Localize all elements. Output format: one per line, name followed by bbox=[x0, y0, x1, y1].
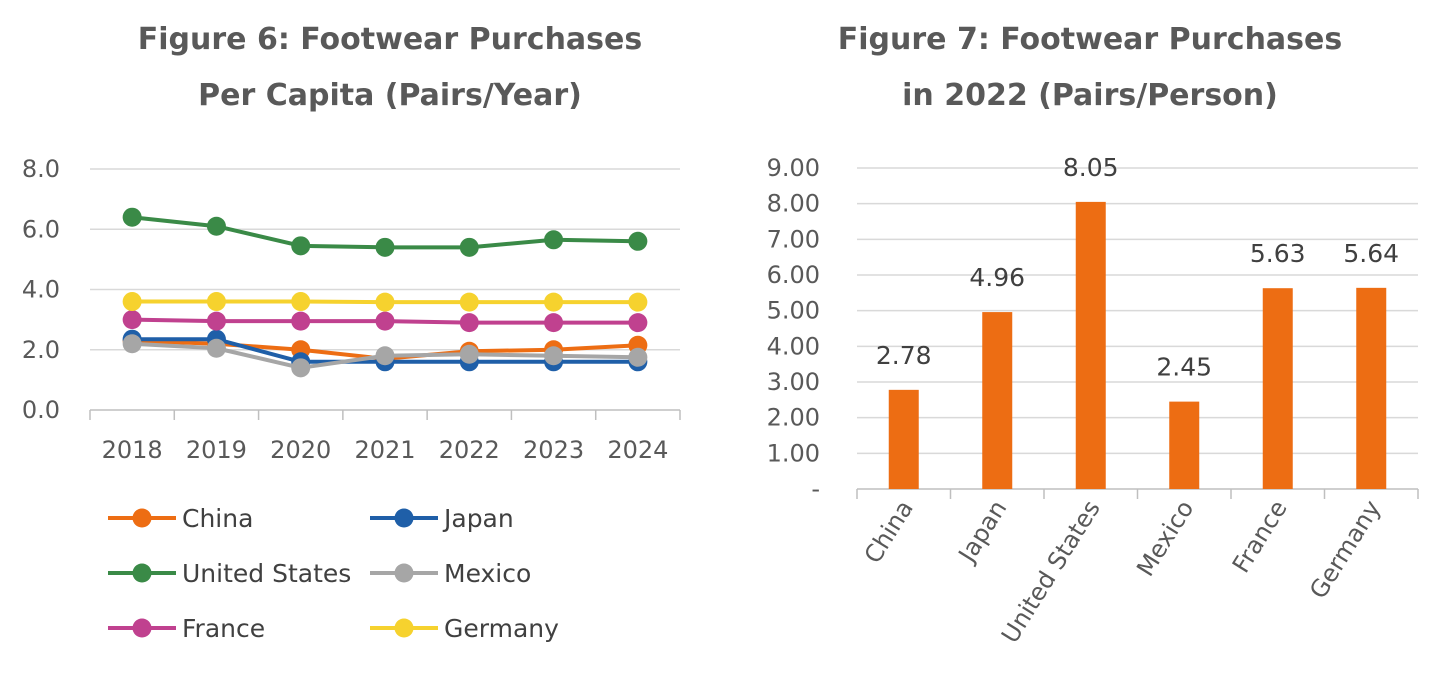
line-chart: 0.0 2.0 4.0 6.0 8.0 2018 2019 2020 2021 2022 2023 2… bbox=[22, 155, 681, 643]
x-tick-label: United States bbox=[996, 495, 1106, 648]
data-label-germany: 5.64 bbox=[1343, 239, 1399, 268]
legend-marker-china bbox=[132, 508, 152, 528]
x-tick-label: Japan bbox=[952, 495, 1012, 568]
data-point-france bbox=[628, 313, 648, 333]
y-tick-label: 2.00 bbox=[767, 404, 820, 432]
y-tick-label: 2.0 bbox=[22, 336, 60, 364]
bar-japan bbox=[982, 312, 1013, 489]
data-point-germany bbox=[375, 292, 395, 312]
data-point-germany bbox=[291, 292, 311, 312]
data-point-mexico bbox=[291, 358, 311, 378]
y-tick-label: 1.00 bbox=[767, 439, 820, 467]
x-tick-label: 2022 bbox=[439, 436, 500, 464]
data-point-france bbox=[544, 313, 564, 333]
x-tick-label: Germany bbox=[1304, 495, 1386, 603]
data-label-united-states: 8.05 bbox=[1063, 153, 1119, 182]
data-point-germany bbox=[544, 292, 564, 312]
figure-7-title: Figure 7: Footwear Purchases in 2022 (Pa… bbox=[740, 12, 1440, 124]
data-point-mexico bbox=[122, 334, 142, 354]
figure-7-title-line1: Figure 7: Footwear Purchases bbox=[837, 22, 1343, 57]
y-tick-label: 9.00 bbox=[767, 154, 820, 182]
y-tick-label: 5.00 bbox=[767, 297, 820, 325]
data-point-mexico bbox=[375, 346, 395, 366]
data-point-france bbox=[122, 310, 142, 330]
legend-label-germany: Germany bbox=[444, 614, 559, 643]
y-tick-label: 6.0 bbox=[22, 215, 60, 243]
legend-marker-united-states bbox=[132, 563, 152, 583]
data-point-united-states bbox=[375, 237, 395, 257]
y-tick-label: 0.0 bbox=[22, 396, 60, 424]
y-tick-label: 8.00 bbox=[767, 190, 820, 218]
y-tick-label: 7.00 bbox=[767, 225, 820, 253]
x-tick-label: 2020 bbox=[270, 436, 331, 464]
legend-label-china: China bbox=[182, 504, 253, 533]
data-point-france bbox=[206, 311, 226, 331]
data-point-mexico bbox=[206, 338, 226, 358]
data-point-germany bbox=[628, 292, 648, 312]
x-tick-label: Mexico bbox=[1131, 495, 1199, 581]
bar-china bbox=[888, 389, 919, 489]
data-label-france: 5.63 bbox=[1250, 239, 1306, 268]
y-tick-label: 8.0 bbox=[22, 155, 60, 183]
legend-label-mexico: Mexico bbox=[444, 559, 531, 588]
figure-6-title: Figure 6: Footwear Purchases Per Capita … bbox=[40, 12, 740, 124]
bar-united-states bbox=[1075, 201, 1106, 489]
data-point-france bbox=[291, 311, 311, 331]
bar-chart: - 1.00 2.00 3.00 4.00 5.00 6.00 7.00 8.00 9.00 2.7… bbox=[767, 153, 1419, 648]
legend-marker-mexico bbox=[394, 563, 414, 583]
data-point-mexico bbox=[459, 344, 479, 364]
x-tick-label: 2023 bbox=[523, 436, 584, 464]
legend-label-japan: Japan bbox=[442, 504, 514, 533]
figure-6-title-line1: Figure 6: Footwear Purchases bbox=[137, 22, 643, 57]
legend-marker-france bbox=[132, 618, 152, 638]
x-tick-label: France bbox=[1227, 495, 1293, 578]
data-point-mexico bbox=[544, 346, 564, 366]
data-label-japan: 4.96 bbox=[969, 263, 1025, 292]
legend-label-france: France bbox=[182, 614, 265, 643]
data-point-france bbox=[375, 311, 395, 331]
bar-france bbox=[1262, 288, 1293, 489]
data-point-united-states bbox=[628, 231, 648, 251]
figure-6-title-line2: Per Capita (Pairs/Year) bbox=[198, 78, 582, 113]
legend-label-united-states: United States bbox=[182, 559, 351, 588]
bar-germany bbox=[1356, 287, 1387, 489]
data-point-united-states bbox=[459, 237, 479, 257]
y-tick-label: 3.00 bbox=[767, 368, 820, 396]
figure-7-title-line2: in 2022 (Pairs/Person) bbox=[902, 78, 1278, 113]
data-point-france bbox=[459, 313, 479, 333]
data-label-china: 2.78 bbox=[876, 341, 932, 370]
bar-mexico bbox=[1169, 401, 1200, 489]
data-point-germany bbox=[459, 292, 479, 312]
x-tick-label: 2021 bbox=[354, 436, 415, 464]
data-point-united-states bbox=[122, 207, 142, 227]
data-point-mexico bbox=[628, 347, 648, 367]
data-point-united-states bbox=[291, 236, 311, 256]
legend-marker-germany bbox=[394, 618, 414, 638]
data-point-germany bbox=[206, 292, 226, 312]
data-label-mexico: 2.45 bbox=[1156, 353, 1212, 382]
x-tick-label: 2024 bbox=[607, 436, 668, 464]
y-tick-label: 4.0 bbox=[22, 276, 60, 304]
y-tick-label: 6.00 bbox=[767, 261, 820, 289]
data-point-united-states bbox=[206, 216, 226, 236]
data-point-germany bbox=[122, 292, 142, 312]
x-tick-label: 2018 bbox=[102, 436, 163, 464]
x-tick-label: 2019 bbox=[186, 436, 247, 464]
y-tick-label: - bbox=[811, 475, 820, 503]
data-point-united-states bbox=[544, 230, 564, 250]
x-tick-label: China bbox=[859, 495, 919, 568]
legend-marker-japan bbox=[394, 508, 414, 528]
y-tick-label: 4.00 bbox=[767, 332, 820, 360]
